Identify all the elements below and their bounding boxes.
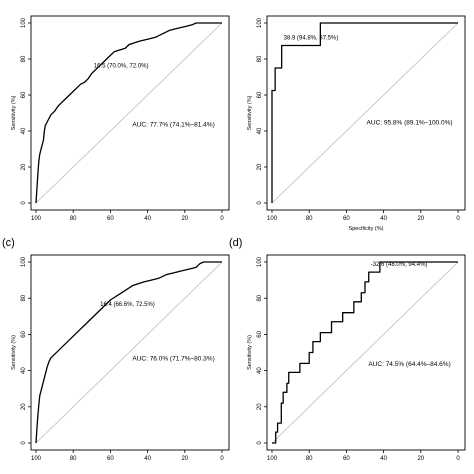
y-tick-label: 60 (21, 330, 27, 337)
y-tick-label: 80 (257, 55, 263, 62)
x-tick-label: 0 (456, 216, 460, 222)
roc-panel-1: 100 80 60 40 20 0 0 20 40 60 80 100 Sensitivity (%) 1… (11, 15, 230, 222)
y-tick-label: 60 (257, 330, 263, 337)
y-axis-label: Sensitivity (%) (247, 95, 253, 130)
y-tick-label: 20 (257, 403, 263, 410)
y-axis-label: Sensitivity (%) (247, 335, 253, 370)
y-tick-label: 100 (257, 256, 263, 267)
roc-panel-2: 100 80 60 40 20 0 0 20 40 60 80 100 Sensitivity (%) S… (247, 15, 466, 232)
roc-curve-line (272, 261, 458, 444)
y-tick-label: 60 (257, 91, 263, 98)
y-axis-label: Sensitivity (%) (11, 95, 17, 130)
roc-curve-line (35, 261, 222, 444)
y-tick-label: 40 (257, 127, 263, 134)
y-tick-label: 80 (21, 55, 27, 62)
x-tick-label: 0 (220, 456, 224, 462)
x-tick-label: 80 (70, 216, 77, 222)
x-tick-label: 40 (380, 456, 387, 462)
auc-label: AUC: 74.5% (64.4%–84.6%) (368, 361, 450, 368)
x-tick-label: 60 (343, 456, 350, 462)
panel-label: (d) (229, 237, 242, 249)
x-tick-label: 60 (107, 456, 114, 462)
x-tick-label: 0 (456, 456, 460, 462)
y-tick-label: 20 (21, 403, 27, 410)
reference-diagonal (271, 22, 459, 204)
y-tick-label: 100 (257, 17, 263, 28)
y-tick-label: 0 (257, 201, 263, 205)
y-tick-label: 100 (21, 17, 27, 28)
y-tick-label: 40 (21, 367, 27, 374)
y-tick-label: 80 (21, 294, 27, 301)
x-tick-label: 20 (417, 216, 424, 222)
y-tick-label: 40 (257, 367, 263, 374)
x-tick-label: 20 (181, 216, 188, 222)
x-tick-label: 20 (181, 456, 188, 462)
reference-diagonal (35, 261, 223, 444)
plot-frame (266, 15, 466, 211)
cutoff-annotation: 16.4 (66.6%, 72.5%) (100, 302, 155, 308)
y-tick-label: 0 (257, 441, 263, 445)
reference-diagonal (35, 22, 223, 204)
x-tick-label: 80 (70, 456, 77, 462)
x-tick-label: 100 (31, 456, 42, 462)
x-tick-label: 40 (380, 216, 387, 222)
auc-label: AUC: 77.7% (74.1%–81.4%) (132, 122, 214, 129)
x-tick-label: 100 (31, 216, 42, 222)
x-tick-label: 40 (144, 216, 151, 222)
y-tick-label: 0 (21, 201, 27, 205)
x-tick-label: 100 (267, 456, 278, 462)
plot-frame (30, 254, 230, 451)
roc-panel-3: 100 80 60 40 20 0 0 20 40 60 80 100 Sensitivity (%) 1… (2, 237, 230, 462)
y-tick-label: 0 (21, 441, 27, 445)
x-tick-label: 80 (306, 456, 313, 462)
x-tick-label: 20 (417, 456, 424, 462)
roc-curve-line (271, 22, 458, 203)
y-tick-label: 20 (257, 163, 263, 170)
cutoff-annotation: 38.9 (94.8%, 87.5%) (284, 36, 339, 42)
reference-diagonal (271, 261, 459, 444)
x-tick-label: 100 (267, 216, 278, 222)
x-axis-label: Specificity (%) (349, 226, 384, 232)
x-tick-label: 80 (306, 216, 313, 222)
plot-frame (266, 254, 466, 451)
y-tick-label: 40 (21, 127, 27, 134)
cutoff-annotation: 16.5 (70.0%, 72.0%) (94, 63, 149, 69)
y-tick-label: 100 (21, 256, 27, 267)
auc-label: AUC: 95.8% (89.1%–100.0%) (367, 120, 453, 127)
y-tick-label: 20 (21, 163, 27, 170)
y-axis-label: Sensitivity (%) (11, 335, 17, 370)
x-tick-label: 40 (144, 456, 151, 462)
x-tick-label: 60 (107, 216, 114, 222)
cutoff-annotation: -32.6 (48.0%, 94.4%) (371, 262, 428, 268)
y-tick-label: 60 (21, 91, 27, 98)
x-tick-label: 0 (220, 216, 224, 222)
y-tick-label: 80 (257, 294, 263, 301)
x-tick-label: 60 (343, 216, 350, 222)
auc-label: AUC: 76.0% (71.7%–80.3%) (132, 355, 214, 362)
roc-curve-line (35, 22, 222, 204)
roc-panel-4: 100 80 60 40 20 0 0 20 40 60 80 100 Sensitivity (%) -… (229, 237, 466, 462)
panel-label: (c) (2, 237, 15, 249)
plot-frame (30, 15, 230, 211)
